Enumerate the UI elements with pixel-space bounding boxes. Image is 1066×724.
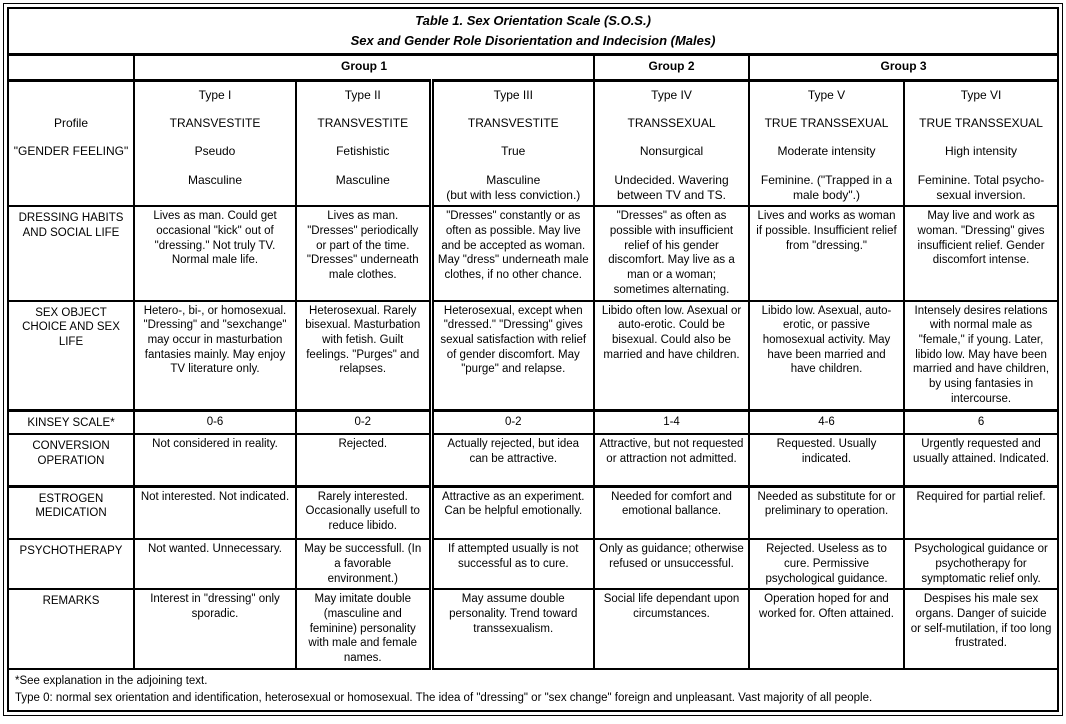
table-cell: If attempted usually is not successful a… <box>428 538 595 591</box>
table-cell: Not wanted. Unnecessary. <box>133 538 297 591</box>
table-cell: Needed as substitute for or preliminary … <box>748 484 905 541</box>
type-4-header: Type IV TRANSSEXUAL Nonsurgical Undecide… <box>593 78 750 208</box>
table-cell: Not considered in reality. <box>133 433 297 488</box>
profile-label: Profile <box>53 115 88 130</box>
type-1-subtype: Pseudo <box>194 144 236 159</box>
table-cell: May live and work as woman. "Dressing" g… <box>902 205 1060 302</box>
type-6-feeling: Feminine. Total psycho-sexual inversion. <box>917 172 1045 202</box>
table-cell: Intensely desires relations with normal … <box>902 299 1060 412</box>
group-1-header: Group 1 <box>133 53 595 82</box>
table-title: Table 1. Sex Orientation Scale (S.O.S.) … <box>6 7 1060 56</box>
type-6-subtype: High intensity <box>945 144 1018 159</box>
type-3-header: Type III TRANSVESTITE True Masculine (bu… <box>428 78 595 208</box>
footnotes: *See explanation in the adjoining text. … <box>6 667 1060 712</box>
table-cell: Psychological guidance or psychotherapy … <box>902 538 1060 591</box>
type-1-name: Type I <box>198 87 232 102</box>
table-cell: 0-2 <box>428 408 595 436</box>
type-3-category: TRANSVESTITE <box>467 115 559 130</box>
type-4-category: TRANSSEXUAL <box>627 115 716 130</box>
type-3-feeling-note: (but with less conviction.) <box>446 187 581 202</box>
row-label-dressing-habits: DRESSING HABITS AND SOCIAL LIFE <box>7 205 135 302</box>
row-label-estrogen-medication: ESTROGEN MEDICATION <box>7 484 135 541</box>
type-6-header: Type VI TRUE TRANSSEXUAL High intensity … <box>902 78 1060 208</box>
row-label-sex-object-choice: SEX OBJECT CHOICE AND SEX LIFE <box>7 299 135 412</box>
type-3-name: Type III <box>493 87 533 102</box>
table-cell: 6 <box>902 408 1060 436</box>
type-3-feeling: Masculine <box>486 172 541 187</box>
table-title-line1: Table 1. Sex Orientation Scale (S.O.S.) <box>415 13 651 29</box>
table-cell: May imitate double (masculine and femini… <box>295 588 432 670</box>
table-cell: Only as guidance; otherwise refused or u… <box>593 538 750 591</box>
table-cell: 4-6 <box>748 408 905 436</box>
table-cell: Heterosexual, except when "dressed." "Dr… <box>428 299 595 412</box>
type-2-subtype: Fetishistic <box>336 144 390 159</box>
row-label-kinsey-scale: KINSEY SCALE* <box>7 408 135 436</box>
footnote-line2: Type 0: normal sex orientation and ident… <box>15 691 873 704</box>
table-cell: Attractive, but not requested or attract… <box>593 433 750 488</box>
table-cell: Urgently requested and usually attained.… <box>902 433 1060 488</box>
table-cell: Libido often low. Asexual or auto-erotic… <box>593 299 750 412</box>
row-label-conversion-operation: CONVERSION OPERATION <box>7 433 135 488</box>
type-1-category: TRANSVESTITE <box>169 115 261 130</box>
table-frame: Table 1. Sex Orientation Scale (S.O.S.) … <box>3 3 1063 716</box>
sos-table: Table 1. Sex Orientation Scale (S.O.S.) … <box>6 7 1060 712</box>
corner-cell <box>7 53 135 82</box>
table-cell: 0-6 <box>133 408 297 436</box>
table-cell: Needed for comfort and emotional ballanc… <box>593 484 750 541</box>
table-cell: Lives as man. Could get occasional "kick… <box>133 205 297 302</box>
type-6-name: Type VI <box>960 87 1002 102</box>
table-cell: Required for partial relief. <box>902 484 1060 541</box>
type-2-header: Type II TRANSVESTITE Fetishistic Masculi… <box>295 78 432 208</box>
table-cell: Operation hoped for and worked for. Ofte… <box>748 588 905 670</box>
table-cell: May assume double personality. Trend tow… <box>428 588 595 670</box>
table-cell: Hetero-, bi-, or homosexual. "Dressing" … <box>133 299 297 412</box>
table-cell: Rejected. <box>295 433 432 488</box>
type-4-feeling: Undecided. Wavering between TV and TS. <box>614 172 729 202</box>
table-cell: "Dresses" constantly or as often as poss… <box>428 205 595 302</box>
type-2-category: TRANSVESTITE <box>317 115 409 130</box>
table-cell: Interest in "dressing" only sporadic. <box>133 588 297 670</box>
table-cell: 0-2 <box>295 408 432 436</box>
type-4-subtype: Nonsurgical <box>639 144 704 159</box>
footnote-line1: *See explanation in the adjoining text. <box>15 674 208 687</box>
row-label-psychotherapy: PSYCHOTHERAPY <box>7 538 135 591</box>
table-cell: Requested. Usually indicated. <box>748 433 905 488</box>
table-cell: Libido low. Asexual, auto-erotic, or pas… <box>748 299 905 412</box>
table-cell: Actually rejected, but idea can be attra… <box>428 433 595 488</box>
gender-feeling-label: "GENDER FEELING" <box>13 143 129 158</box>
table-cell: May be successfull. (In a favorable envi… <box>295 538 432 591</box>
type-1-header: Type I TRANSVESTITE Pseudo Masculine <box>133 78 297 208</box>
table-cell: Lives and works as woman if possible. In… <box>748 205 905 302</box>
profile-header-cell: Profile "GENDER FEELING" <box>7 78 135 208</box>
type-1-feeling: Masculine <box>187 172 243 187</box>
group-3-header: Group 3 <box>747 53 1060 82</box>
type-5-name: Type V <box>807 87 846 102</box>
table-title-line2: Sex and Gender Role Disorientation and I… <box>350 32 716 48</box>
table-cell: Social life dependant upon circumstances… <box>593 588 750 670</box>
table-cell: Rejected. Useless as to cure. Permissive… <box>748 538 905 591</box>
type-4-name: Type IV <box>651 87 692 102</box>
group-2-header: Group 2 <box>593 53 750 82</box>
table-cell: "Dresses" as often as possible with insu… <box>593 205 750 302</box>
table-cell: 1-4 <box>593 408 750 436</box>
table-cell: Despises his male sex organs. Danger of … <box>902 588 1060 670</box>
table-cell: Heterosexual. Rarely bisexual. Masturbat… <box>295 299 432 412</box>
row-label-remarks: REMARKS <box>7 588 135 670</box>
table-cell: Not interested. Not indicated. <box>133 484 297 541</box>
type-5-category: TRUE TRANSSEXUAL <box>764 115 889 130</box>
type-2-name: Type II <box>344 87 381 102</box>
table-cell: Lives as man. "Dresses" periodically or … <box>295 205 432 302</box>
type-5-header: Type V TRUE TRANSSEXUAL Moderate intensi… <box>748 78 905 208</box>
type-3-subtype: True <box>501 144 526 159</box>
type-6-category: TRUE TRANSSEXUAL <box>919 115 1043 130</box>
type-5-subtype: Moderate intensity <box>777 144 876 159</box>
type-5-feeling: Feminine. ("Trapped in a male body".) <box>760 172 893 202</box>
table-cell: Attractive as an experiment. Can be help… <box>428 484 595 541</box>
type-2-feeling: Masculine <box>335 172 390 187</box>
table-cell: Rarely interested. Occasionally usefull … <box>295 484 432 541</box>
